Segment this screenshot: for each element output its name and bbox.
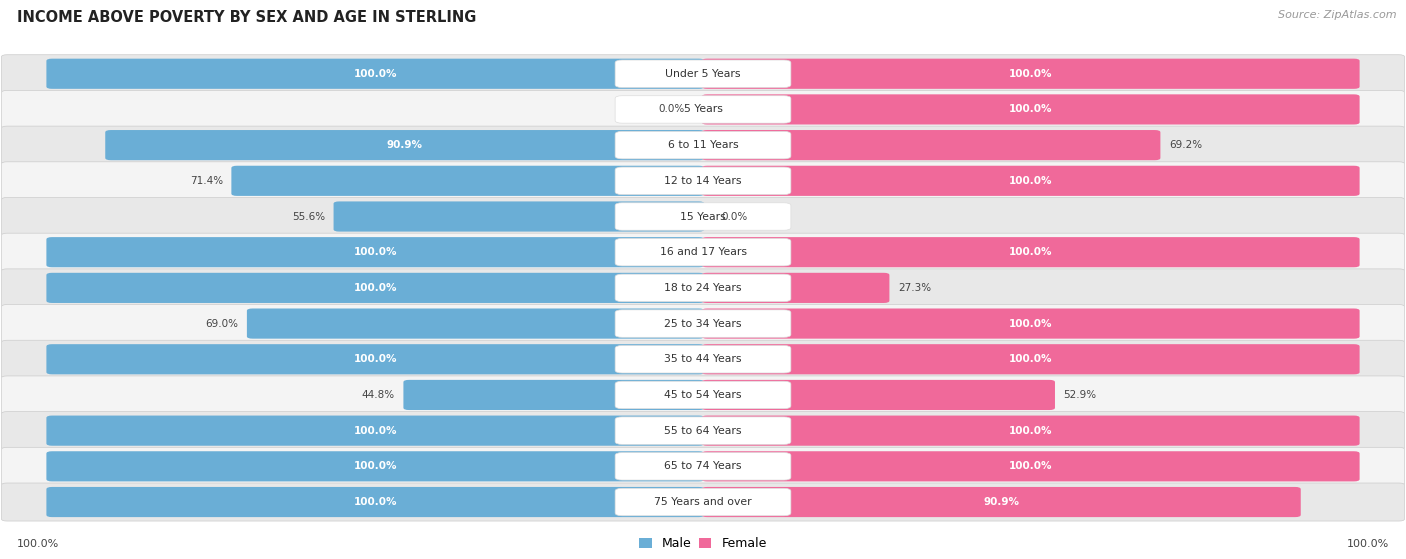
Text: 100.0%: 100.0% (1010, 69, 1052, 79)
FancyBboxPatch shape (1, 340, 1405, 378)
FancyBboxPatch shape (616, 417, 790, 444)
FancyBboxPatch shape (46, 59, 704, 89)
Text: 90.9%: 90.9% (387, 140, 423, 150)
Text: 35 to 44 Years: 35 to 44 Years (664, 354, 742, 364)
FancyBboxPatch shape (702, 380, 1054, 410)
Text: 55.6%: 55.6% (292, 211, 325, 221)
FancyBboxPatch shape (702, 344, 1360, 375)
FancyBboxPatch shape (1, 269, 1405, 307)
Text: 15 Years: 15 Years (681, 211, 725, 221)
FancyBboxPatch shape (46, 415, 704, 446)
FancyBboxPatch shape (616, 167, 790, 195)
Text: 65 to 74 Years: 65 to 74 Years (664, 461, 742, 471)
FancyBboxPatch shape (46, 344, 704, 375)
Text: 100.0%: 100.0% (1010, 105, 1052, 115)
FancyBboxPatch shape (616, 310, 790, 337)
FancyBboxPatch shape (702, 273, 890, 303)
Text: 12 to 14 Years: 12 to 14 Years (664, 176, 742, 186)
Text: Under 5 Years: Under 5 Years (665, 69, 741, 79)
Text: 100.0%: 100.0% (354, 497, 396, 507)
Text: 27.3%: 27.3% (898, 283, 931, 293)
FancyBboxPatch shape (1, 483, 1405, 521)
FancyBboxPatch shape (616, 453, 790, 480)
Text: 52.9%: 52.9% (1063, 390, 1097, 400)
Text: 55 to 64 Years: 55 to 64 Years (664, 425, 742, 435)
FancyBboxPatch shape (1, 376, 1405, 414)
FancyBboxPatch shape (616, 203, 790, 230)
Text: 100.0%: 100.0% (354, 69, 396, 79)
Text: 100.0%: 100.0% (354, 461, 396, 471)
FancyBboxPatch shape (1, 447, 1405, 485)
Text: 100.0%: 100.0% (354, 247, 396, 257)
Text: 100.0%: 100.0% (1010, 425, 1052, 435)
Text: 71.4%: 71.4% (190, 176, 224, 186)
FancyBboxPatch shape (1, 411, 1405, 449)
Text: 0.0%: 0.0% (721, 211, 748, 221)
FancyBboxPatch shape (247, 309, 704, 339)
Text: 69.2%: 69.2% (1168, 140, 1202, 150)
Text: 100.0%: 100.0% (1010, 319, 1052, 329)
FancyBboxPatch shape (46, 451, 704, 481)
FancyBboxPatch shape (702, 309, 1360, 339)
Text: 100.0%: 100.0% (354, 283, 396, 293)
Text: 100.0%: 100.0% (354, 425, 396, 435)
FancyBboxPatch shape (702, 415, 1360, 446)
FancyBboxPatch shape (1, 55, 1405, 93)
FancyBboxPatch shape (702, 487, 1301, 517)
Text: 0.0%: 0.0% (658, 105, 685, 115)
FancyBboxPatch shape (404, 380, 704, 410)
FancyBboxPatch shape (1, 126, 1405, 164)
Text: Source: ZipAtlas.com: Source: ZipAtlas.com (1278, 10, 1396, 20)
FancyBboxPatch shape (232, 165, 704, 196)
FancyBboxPatch shape (105, 130, 704, 160)
Text: 100.0%: 100.0% (1010, 247, 1052, 257)
FancyBboxPatch shape (46, 273, 704, 303)
Text: 100.0%: 100.0% (1347, 539, 1389, 549)
Text: 44.8%: 44.8% (361, 390, 395, 400)
Text: 45 to 54 Years: 45 to 54 Years (664, 390, 742, 400)
Text: 25 to 34 Years: 25 to 34 Years (664, 319, 742, 329)
FancyBboxPatch shape (616, 239, 790, 266)
FancyBboxPatch shape (616, 96, 790, 123)
Text: 100.0%: 100.0% (1010, 461, 1052, 471)
Text: 100.0%: 100.0% (1010, 176, 1052, 186)
Text: 100.0%: 100.0% (354, 354, 396, 364)
Text: 18 to 24 Years: 18 to 24 Years (664, 283, 742, 293)
FancyBboxPatch shape (702, 451, 1360, 481)
FancyBboxPatch shape (702, 237, 1360, 267)
FancyBboxPatch shape (1, 233, 1405, 271)
FancyBboxPatch shape (46, 237, 704, 267)
Text: 75 Years and over: 75 Years and over (654, 497, 752, 507)
FancyBboxPatch shape (616, 274, 790, 302)
FancyBboxPatch shape (702, 59, 1360, 89)
Text: 90.9%: 90.9% (983, 497, 1019, 507)
FancyBboxPatch shape (333, 201, 704, 231)
FancyBboxPatch shape (46, 487, 704, 517)
Text: 16 and 17 Years: 16 and 17 Years (659, 247, 747, 257)
FancyBboxPatch shape (616, 345, 790, 373)
Text: 6 to 11 Years: 6 to 11 Years (668, 140, 738, 150)
FancyBboxPatch shape (616, 381, 790, 409)
Text: INCOME ABOVE POVERTY BY SEX AND AGE IN STERLING: INCOME ABOVE POVERTY BY SEX AND AGE IN S… (17, 10, 477, 25)
FancyBboxPatch shape (1, 305, 1405, 343)
FancyBboxPatch shape (1, 91, 1405, 129)
FancyBboxPatch shape (1, 197, 1405, 235)
FancyBboxPatch shape (702, 94, 1360, 125)
Text: 100.0%: 100.0% (1010, 354, 1052, 364)
FancyBboxPatch shape (702, 165, 1360, 196)
Text: 100.0%: 100.0% (17, 539, 59, 549)
FancyBboxPatch shape (702, 130, 1160, 160)
FancyBboxPatch shape (1, 162, 1405, 200)
Text: 5 Years: 5 Years (683, 105, 723, 115)
FancyBboxPatch shape (616, 60, 790, 87)
FancyBboxPatch shape (616, 131, 790, 159)
Legend: Male, Female: Male, Female (637, 535, 769, 553)
Text: 69.0%: 69.0% (205, 319, 239, 329)
FancyBboxPatch shape (616, 489, 790, 516)
